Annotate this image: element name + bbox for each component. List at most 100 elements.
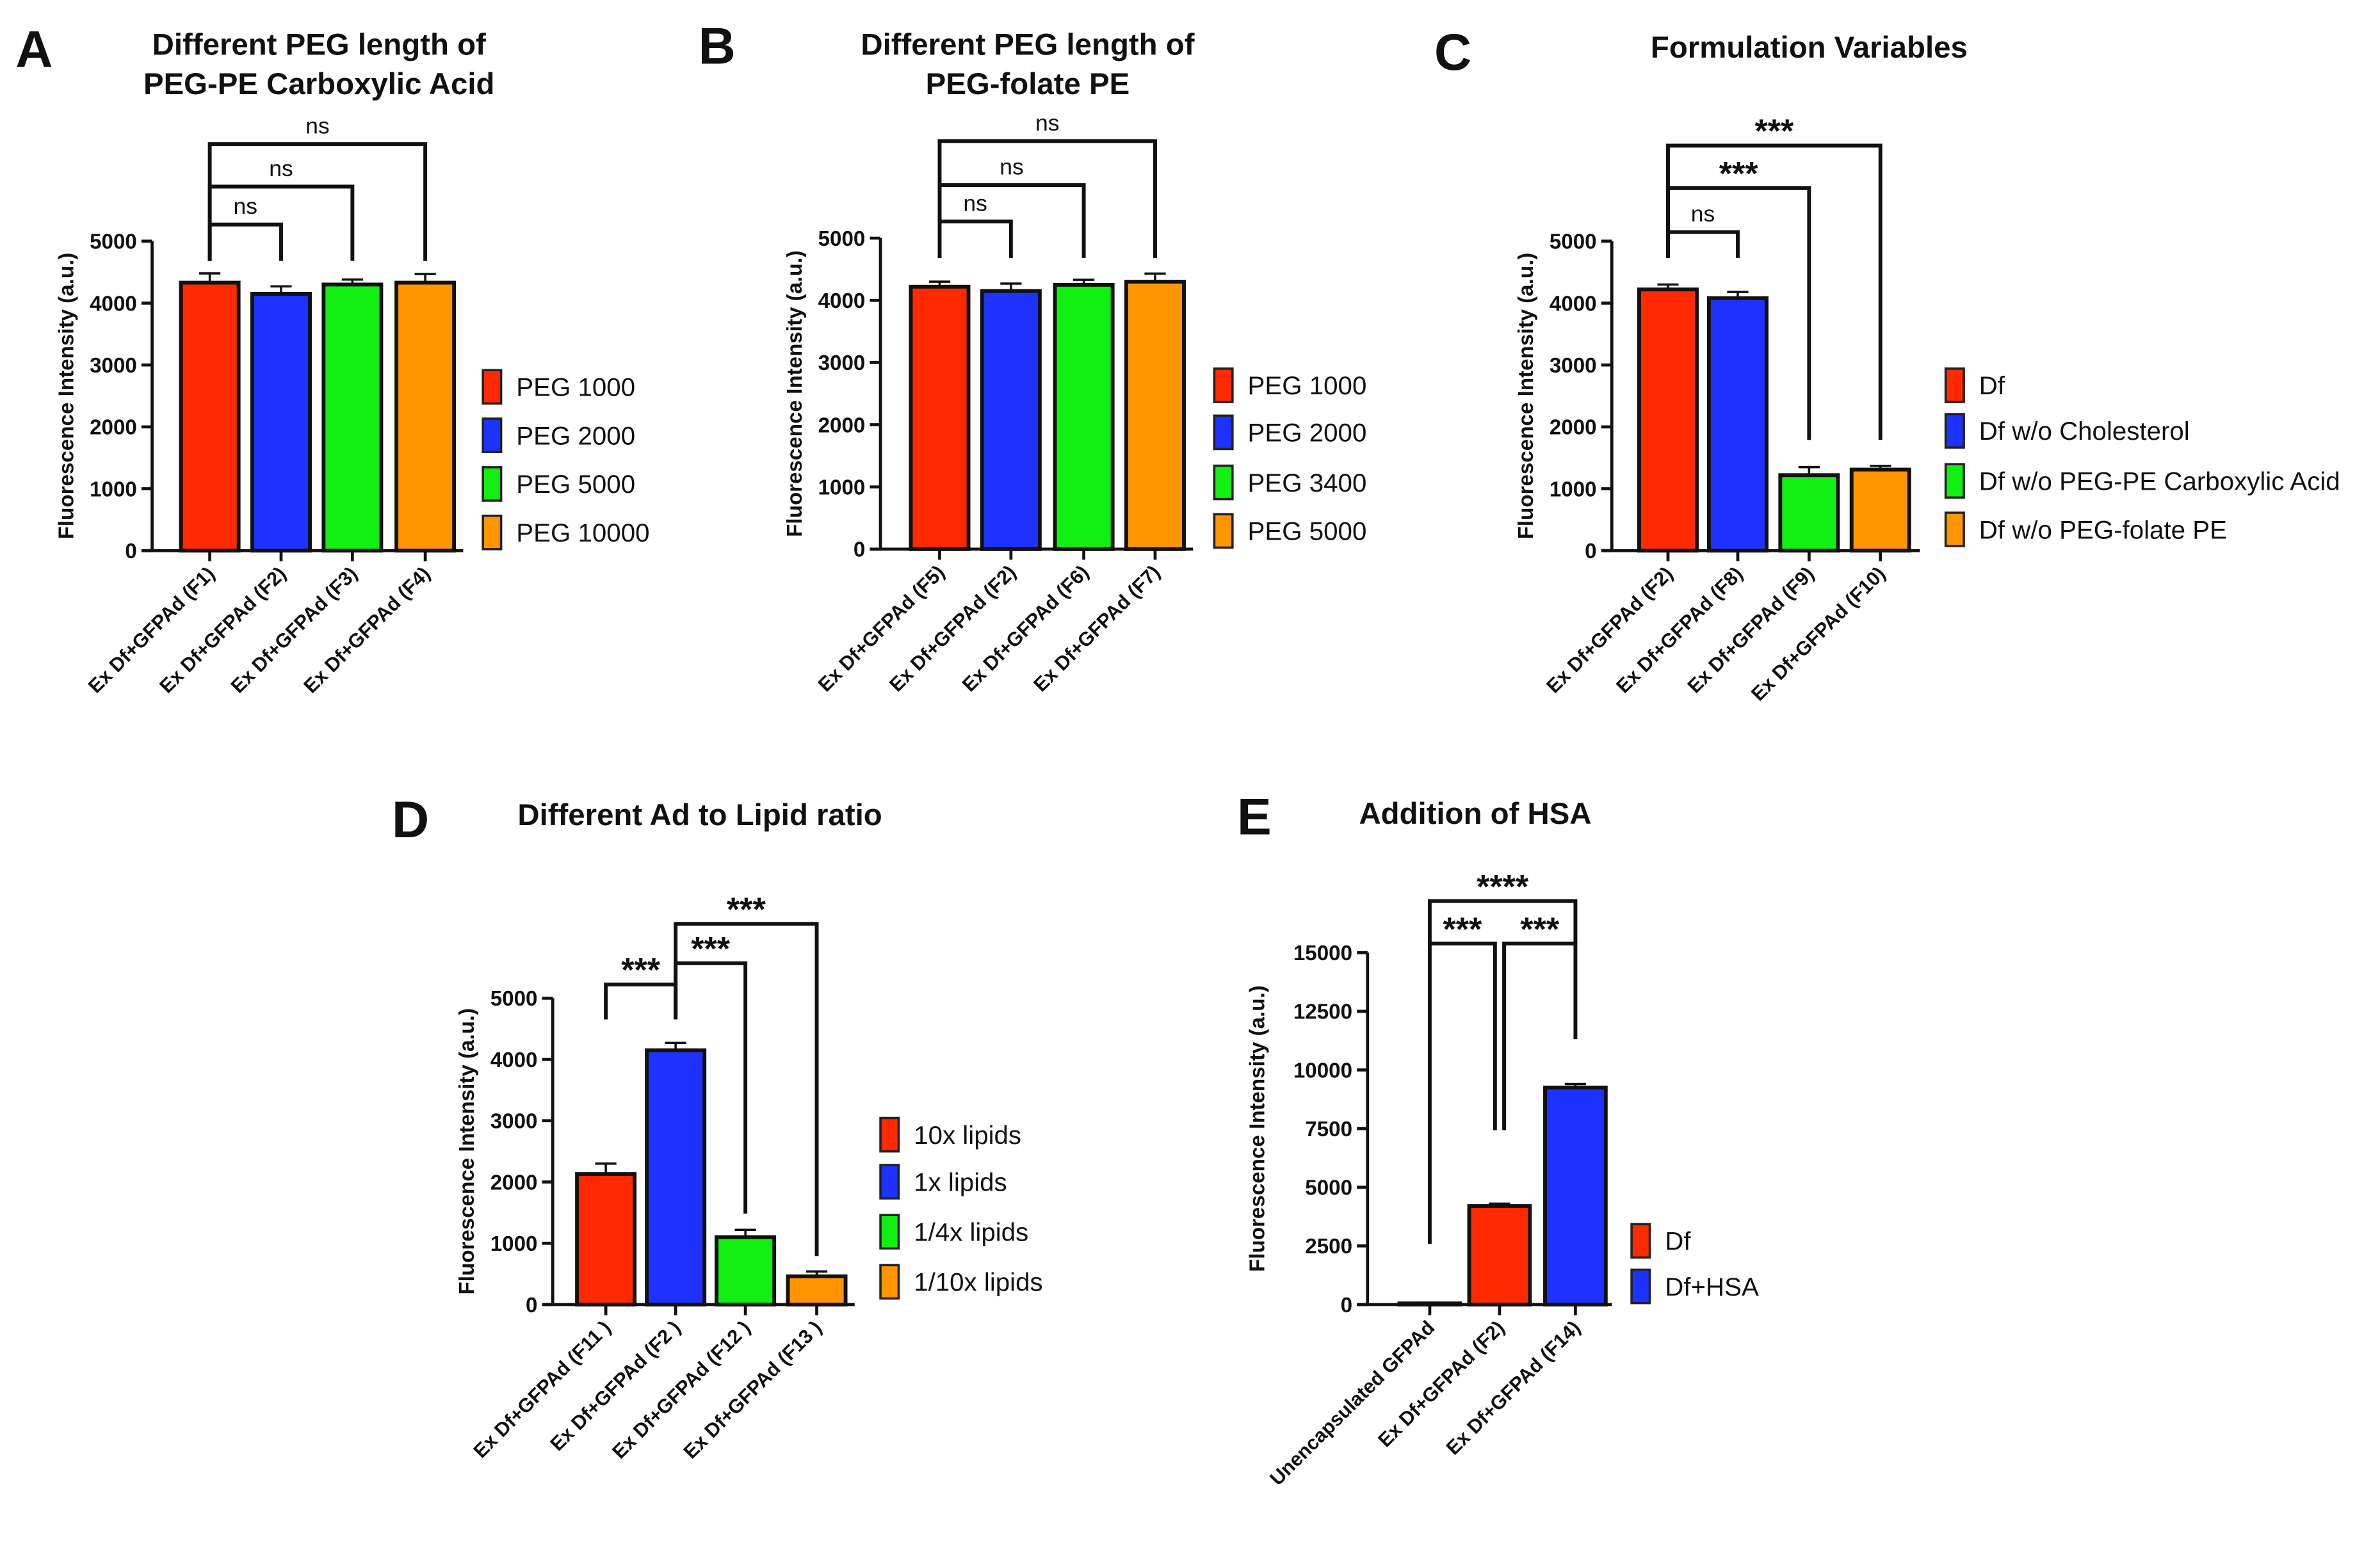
bar bbox=[786, 1274, 848, 1306]
legend-swatch bbox=[879, 1116, 900, 1153]
x-tick-label: Ex Df+GFPAd (F2) bbox=[1373, 1316, 1509, 1451]
legend-swatch bbox=[1944, 511, 1965, 547]
x-tick-label: Ex Df+GFPAd (F4) bbox=[299, 562, 434, 697]
panel-c: C Formulation Variables 0 1000 2000 3000 4000 5… bbox=[1434, 24, 2340, 705]
panel-e: E Addition of HSA 0 2500 5000 7500 10000 12500 1… bbox=[1237, 788, 1759, 1490]
y-axis-label: Fluorescence Intensity (a.u.) bbox=[1514, 253, 1538, 540]
significance-label: ns bbox=[305, 113, 330, 139]
legend-swatch bbox=[482, 417, 503, 453]
significance-label: *** bbox=[1520, 911, 1560, 948]
chart-title: PEG-folate PE bbox=[926, 67, 1130, 101]
y-tick-label: 0 bbox=[1585, 540, 1596, 563]
legend-label: 1/4x lipids bbox=[914, 1217, 1028, 1246]
legend-swatch bbox=[1213, 513, 1234, 549]
x-tick-label: Ex Df+GFPAd (F13 ) bbox=[679, 1316, 826, 1463]
significance-bracket bbox=[1502, 942, 1578, 1130]
legend-swatch bbox=[1944, 463, 1965, 499]
y-tick-label: 7500 bbox=[1305, 1118, 1352, 1141]
legend-swatch bbox=[1213, 464, 1234, 501]
significance-bracket bbox=[1427, 942, 1497, 1244]
legend-label: PEG 1000 bbox=[1248, 371, 1367, 400]
bar bbox=[1543, 1086, 1608, 1306]
y-tick-label: 0 bbox=[1341, 1294, 1352, 1317]
bar bbox=[1637, 287, 1699, 553]
y-tick-label: 4000 bbox=[490, 1049, 538, 1072]
chart-title: Addition of HSA bbox=[1359, 797, 1591, 831]
legend-label: Df w/o Cholesterol bbox=[1979, 417, 2190, 446]
bar bbox=[1053, 282, 1115, 551]
significance-bracket bbox=[1666, 230, 1740, 258]
panel-a: A Different PEG length of PEG-PE Carboxyli… bbox=[15, 20, 649, 697]
x-tick-label: Ex Df+GFPAd (F3) bbox=[227, 562, 362, 697]
significance-label: ns bbox=[1000, 154, 1024, 180]
y-tick-label: 2000 bbox=[490, 1171, 538, 1194]
y-tick-label: 1000 bbox=[1550, 478, 1597, 501]
y-tick-label: 4000 bbox=[1550, 292, 1597, 316]
panel-letter: A bbox=[15, 20, 53, 78]
y-axis-label: Fluorescence Intensity (a.u.) bbox=[1246, 985, 1270, 1272]
significance-label: ns bbox=[1035, 110, 1060, 136]
legend-label: PEG 1000 bbox=[516, 373, 635, 402]
significance-label: **** bbox=[1477, 869, 1529, 906]
bar bbox=[1467, 1204, 1532, 1306]
legend-swatch bbox=[879, 1164, 900, 1200]
x-tick-label: Ex Df+GFPAd (F2) bbox=[1542, 562, 1677, 697]
panel-letter: D bbox=[392, 791, 429, 849]
legend-swatch bbox=[482, 466, 503, 502]
y-tick-label: 1000 bbox=[90, 478, 137, 501]
legend-label: 10x lipids bbox=[914, 1121, 1021, 1150]
chart-title: PEG-PE Carboxylic Acid bbox=[143, 67, 495, 101]
y-tick-label: 2000 bbox=[90, 416, 137, 440]
bar bbox=[250, 292, 312, 553]
x-tick-label: Ex Df+GFPAd (F14) bbox=[1441, 1316, 1584, 1459]
significance-bracket bbox=[207, 142, 428, 261]
significance-label: *** bbox=[1719, 156, 1759, 193]
y-tick-label: 10000 bbox=[1293, 1059, 1352, 1082]
bar bbox=[179, 280, 241, 553]
y-tick-label: 5000 bbox=[1550, 230, 1597, 254]
y-tick-label: 2000 bbox=[1550, 416, 1597, 440]
y-tick-label: 4000 bbox=[818, 289, 866, 313]
bar bbox=[1849, 467, 1911, 553]
significance-bracket bbox=[674, 922, 819, 1257]
legend-swatch bbox=[879, 1214, 900, 1250]
x-tick-label: Ex Df+GFPAd (F10) bbox=[1747, 562, 1890, 705]
legend-label: PEG 3400 bbox=[1248, 469, 1367, 497]
bar bbox=[645, 1048, 707, 1306]
x-tick-label: Ex Df+GFPAd (F5) bbox=[814, 561, 949, 696]
significance-label: *** bbox=[621, 952, 661, 989]
bar bbox=[715, 1235, 777, 1306]
legend-swatch bbox=[1630, 1268, 1651, 1305]
x-tick-label: Ex Df+GFPAd (F1) bbox=[84, 562, 219, 697]
legend-swatch bbox=[1213, 367, 1234, 403]
y-tick-label: 3000 bbox=[1550, 354, 1597, 378]
legend-swatch bbox=[1944, 367, 1965, 403]
significance-label: *** bbox=[691, 931, 731, 968]
legend-label: PEG 10000 bbox=[516, 518, 649, 547]
x-tick-label: Ex Df+GFPAd (F6) bbox=[958, 561, 1093, 696]
legend-label: Df w/o PEG-folate PE bbox=[1979, 515, 2227, 544]
legend-swatch bbox=[482, 514, 503, 550]
x-tick-label: Ex Df+GFPAd (F2) bbox=[155, 562, 290, 697]
significance-bracket bbox=[937, 139, 1157, 258]
bar bbox=[1707, 296, 1769, 553]
x-tick-label: Ex Df+GFPAd (F7) bbox=[1029, 561, 1164, 696]
chart-title: Different Ad to Lipid ratio bbox=[517, 798, 882, 832]
significance-bracket bbox=[1427, 899, 1578, 944]
legend-label: Df bbox=[1979, 371, 2005, 400]
y-tick-label: 5000 bbox=[1305, 1177, 1352, 1200]
y-tick-label: 4000 bbox=[90, 292, 137, 316]
panel-b: B Different PEG length of PEG-folate PE 0 10… bbox=[699, 18, 1367, 696]
significance-bracket bbox=[604, 983, 678, 1020]
panel-letter: E bbox=[1237, 788, 1272, 846]
x-tick-label: Ex Df+GFPAd (F2 ) bbox=[546, 1316, 684, 1455]
legend-label: 1/10x lipids bbox=[914, 1268, 1042, 1297]
legend-label: PEG 5000 bbox=[1248, 517, 1367, 546]
chart-title: Different PEG length of bbox=[861, 28, 1194, 61]
y-axis-label: Fluorescence Intensity (a.u.) bbox=[455, 1008, 479, 1295]
chart-title: Different PEG length of bbox=[152, 28, 486, 61]
legend-label: PEG 2000 bbox=[1248, 419, 1367, 447]
bar bbox=[575, 1172, 637, 1306]
significance-label: ns bbox=[234, 193, 258, 219]
